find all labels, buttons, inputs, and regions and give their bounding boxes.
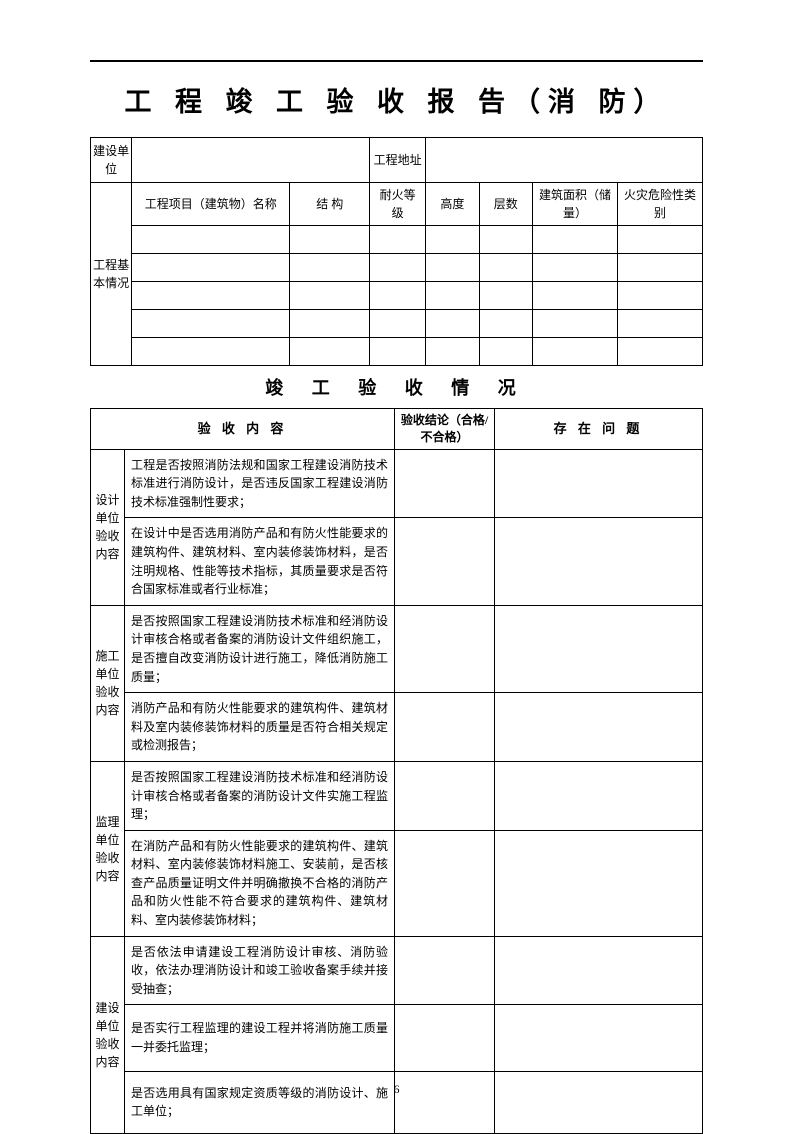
problem-cell <box>495 518 703 605</box>
field-constr-unit <box>132 138 370 183</box>
basic-row <box>91 226 703 254</box>
result-cell <box>395 605 495 692</box>
label-design: 设计单位验收内容 <box>91 449 125 605</box>
basic-row <box>91 310 703 338</box>
label-construction: 施工单位验收内容 <box>91 605 125 761</box>
problem-cell <box>495 1005 703 1071</box>
problem-cell <box>495 605 703 692</box>
supervision-r2: 在消防产品和有防火性能要求的建筑构件、建筑材料、室内装修装饰材料施工、安装前，是… <box>125 830 395 936</box>
col-floors: 层数 <box>479 183 532 226</box>
basic-row <box>91 282 703 310</box>
col-height: 高度 <box>426 183 479 226</box>
result-cell <box>395 761 495 830</box>
acceptance-table: 验 收 内 容 验收结论（合格/不合格） 存 在 问 题 设计单位验收内容 工程… <box>90 408 703 1134</box>
owner-r3: 是否选用具有国家规定资质等级的消防设计、施工单位； <box>125 1071 395 1133</box>
col-hazard: 火灾危险性类别 <box>617 183 702 226</box>
problem-cell <box>495 830 703 936</box>
field-proj-addr <box>426 138 703 183</box>
construction-r1: 是否按照国家工程建设消防技术标准和经消防设计审核合格或者备案的消防设计文件组织施… <box>125 605 395 692</box>
result-cell <box>395 693 495 762</box>
label-owner: 建设单位验收内容 <box>91 936 125 1133</box>
result-cell <box>395 518 495 605</box>
problem-cell <box>495 693 703 762</box>
result-cell <box>395 936 495 1005</box>
header-result: 验收结论（合格/不合格） <box>395 409 495 450</box>
design-r2: 在设计中是否选用消防产品和有防火性能要求的建筑构件、建筑材料、室内装修装饰材料，… <box>125 518 395 605</box>
basic-row <box>91 338 703 366</box>
basic-row <box>91 254 703 282</box>
problem-cell <box>495 1071 703 1133</box>
label-constr-unit: 建设单位 <box>91 138 132 183</box>
label-proj-addr: 工程地址 <box>370 138 426 183</box>
page-title: 工 程 竣 工 验 收 报 告（消 防） <box>90 80 703 119</box>
result-cell <box>395 1005 495 1071</box>
col-area: 建筑面积（储量） <box>532 183 617 226</box>
problem-cell <box>495 936 703 1005</box>
owner-r1: 是否依法申请建设工程消防设计审核、消防验收，依法办理消防设计和竣工验收备案手续并… <box>125 936 395 1005</box>
label-supervision: 监理单位验收内容 <box>91 761 125 936</box>
header-table: 建设单位 工程地址 工程基本情况 工程项目（建筑物）名称 结 构 耐火等级 高度… <box>90 137 703 366</box>
construction-r2: 消防产品和有防火性能要求的建筑构件、建筑材料及室内装修装饰材料的质量是否符合相关… <box>125 693 395 762</box>
subtitle: 竣 工 验 收 情 况 <box>90 366 703 408</box>
header-problems: 存 在 问 题 <box>495 409 703 450</box>
problem-cell <box>495 449 703 518</box>
col-fire-rating: 耐火等级 <box>370 183 426 226</box>
result-cell <box>395 449 495 518</box>
col-name: 工程项目（建筑物）名称 <box>132 183 290 226</box>
owner-r2: 是否实行工程监理的建设工程并将消防施工质量一并委托监理； <box>125 1005 395 1071</box>
result-cell <box>395 1071 495 1133</box>
supervision-r1: 是否按照国家工程建设消防技术标准和经消防设计审核合格或者备案的消防设计文件实施工… <box>125 761 395 830</box>
col-structure: 结 构 <box>290 183 370 226</box>
page-number: 6 <box>0 1082 793 1097</box>
problem-cell <box>495 761 703 830</box>
label-basic: 工程基本情况 <box>91 183 132 366</box>
result-cell <box>395 830 495 936</box>
header-content: 验 收 内 容 <box>91 409 395 450</box>
design-r1: 工程是否按照消防法规和国家工程建设消防技术标准进行消防设计，是否违反国家工程建设… <box>125 449 395 518</box>
